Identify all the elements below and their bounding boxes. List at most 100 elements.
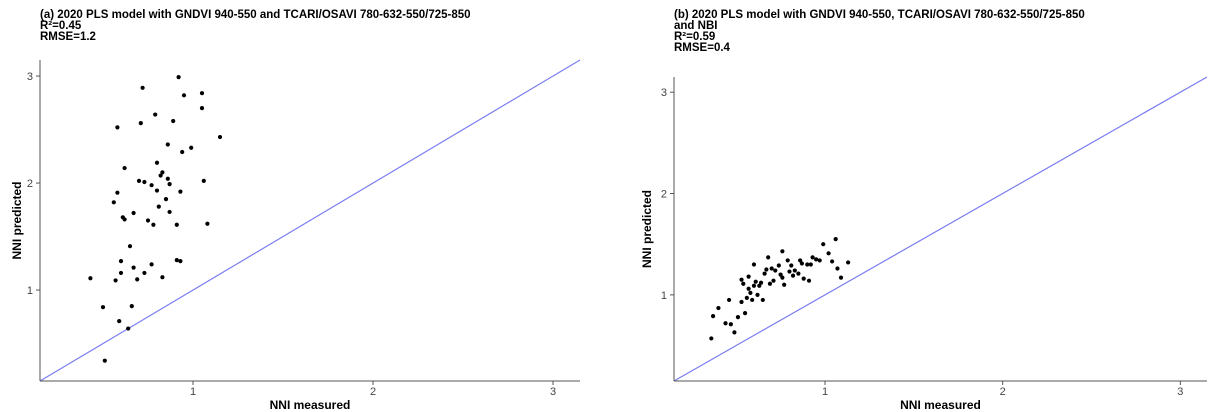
x-axis-label: NNI measured [900,398,981,412]
data-point [821,242,826,247]
data-point [142,270,147,276]
data-point [732,330,737,335]
data-point [163,197,169,202]
chart-panel-b: (b) 2020 PLS model with GNDVI 940-550, T… [630,0,1208,412]
data-point [127,244,133,249]
y-tick-label: 2 [27,178,33,190]
data-point [100,305,106,310]
data-point [830,259,835,264]
scatter-plot-a: 1 2 3 1 2 3 NNI measured NNI predicted [10,59,581,412]
data-point [122,217,127,222]
data-point [764,267,769,272]
x-tick-label: 1 [822,386,828,398]
data-point [753,279,758,284]
data-point [776,263,781,268]
data-point [760,297,765,303]
data-point [826,251,831,256]
x-tick-label: 1 [190,386,196,398]
y-axis-label: NNI predicted [10,181,24,259]
data-point [171,118,176,124]
data-point [117,318,122,324]
data-point [154,160,160,165]
data-point [167,182,172,187]
data-point [817,258,822,263]
data-point [748,290,753,295]
data-point [181,93,187,98]
data-point [796,271,801,276]
x-tick-label: 2 [1000,386,1006,398]
data-point [755,292,760,297]
data-point [710,314,716,319]
data-point [151,222,156,227]
data-point [158,173,163,178]
data-point [780,275,785,280]
data-point [189,145,194,150]
data-point [140,85,145,90]
data-point [739,299,744,305]
data-point [111,200,116,205]
chart-title-a: (a) 2020 PLS model with GNDVI 940-550 an… [40,9,471,43]
chart-panel-a: (a) 2020 PLS model with GNDVI 940-550 an… [0,0,600,412]
data-point [771,278,776,283]
y-tick-label: 2 [661,189,667,201]
data-point [199,106,205,111]
data-point [160,275,165,280]
x-tick-label: 2 [370,386,376,398]
data-point [131,265,136,270]
data-point [165,142,170,147]
data-point [153,112,158,117]
y-tick-label: 1 [27,285,33,297]
y-axis-label: NNI predicted [640,190,654,268]
data-point [805,262,810,267]
data-point [138,121,143,126]
data-point [180,149,185,155]
data-point [766,255,771,260]
identity-line [39,59,581,382]
data-point [778,272,783,277]
data-point [782,282,787,287]
x-tick-label: 3 [1177,386,1183,398]
data-point [115,190,120,195]
data-point [113,278,118,283]
data-point [122,165,127,171]
data-point [746,286,751,291]
data-point [789,263,794,268]
x-tick-label: 3 [550,386,556,398]
data-point [744,295,749,301]
data-point [142,179,147,185]
data-point [750,297,755,303]
data-point [131,210,136,216]
data-point [178,259,183,264]
data-point [838,275,844,280]
data-point [728,322,733,327]
identity-line [673,76,1208,382]
data-point [767,281,773,286]
data-point [773,268,778,273]
x-axis-label: NNI measured [270,398,351,412]
data-point [178,189,183,194]
data-point [751,262,757,267]
data-point [833,237,838,242]
data-point [115,125,120,130]
data-point [780,249,785,254]
data-point [709,336,714,341]
data-point [799,261,805,266]
data-point [758,280,764,285]
data-point [787,269,792,274]
data-point [723,321,728,326]
data-point [751,283,757,288]
chart-title-b: (b) 2020 PLS model with GNDVI 940-550, T… [674,9,1085,54]
data-point [88,276,93,281]
data-point [846,260,851,265]
data-point [118,259,124,264]
data-point [167,209,172,215]
scatter-plot-b: 1 2 3 1 2 3 NNI measured NNI predicted [640,76,1208,412]
data-point [726,297,732,303]
data-point [174,222,179,227]
data-point [102,358,107,363]
data-point [806,278,812,283]
y-tick-label: 3 [661,87,667,99]
data-point [201,178,206,184]
data-point [156,204,161,209]
data-point [160,170,165,175]
